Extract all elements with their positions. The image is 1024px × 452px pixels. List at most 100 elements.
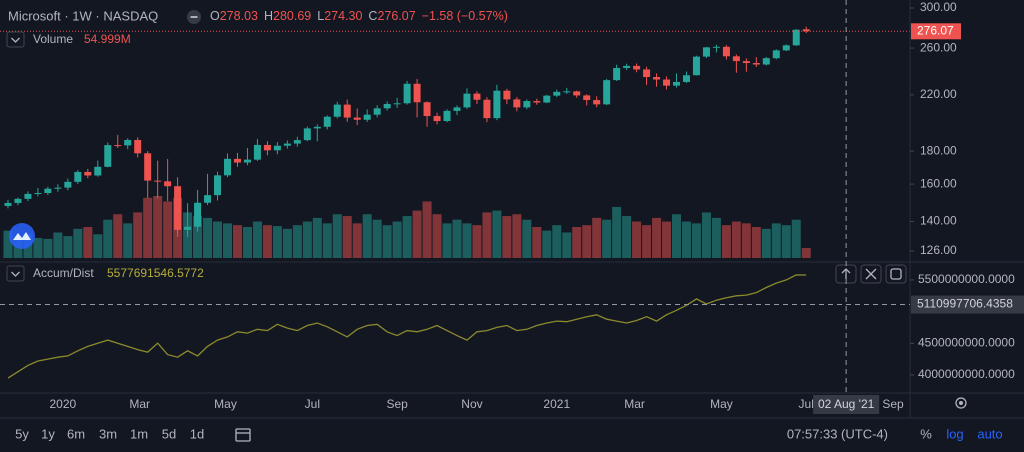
- volume-bar: [801, 247, 811, 258]
- candle-body: [712, 46, 720, 48]
- range-button[interactable]: 3m: [99, 426, 117, 441]
- volume-bar: [622, 216, 632, 258]
- change-value: −1.58 (−0.57%): [422, 9, 508, 23]
- maximize-button[interactable]: [885, 264, 907, 284]
- range-button[interactable]: 1y: [41, 426, 55, 441]
- volume-bar: [472, 225, 482, 258]
- volume-bar: [143, 197, 153, 258]
- volume-bar: [751, 227, 761, 258]
- settings-button[interactable]: [955, 397, 967, 409]
- plot-layer: [0, 26, 910, 379]
- volume-bar: [153, 196, 163, 258]
- ohlc-key: H: [264, 9, 273, 23]
- candle-body: [413, 83, 421, 103]
- collapse-box[interactable]: [6, 31, 25, 48]
- date-range-button[interactable]: [235, 428, 251, 442]
- x-tick-label: Mar: [129, 397, 150, 411]
- candle-body: [603, 80, 611, 105]
- volume-bar: [741, 223, 751, 258]
- volume-bar: [721, 225, 731, 258]
- last-price-tag: [911, 23, 961, 40]
- volume-bar: [382, 225, 392, 258]
- candle-body: [623, 65, 631, 68]
- candle-body: [633, 65, 641, 70]
- volume-bar: [552, 225, 562, 258]
- auto-toggle[interactable]: auto: [977, 426, 1002, 441]
- volume-bar: [63, 236, 73, 258]
- bottom-toolbar: 5y 1y 6m 3m 1m 5d 1d 07:57:33 (UTC-4)% log auto: [15, 426, 1003, 441]
- volume-bar: [532, 227, 542, 258]
- candle-body: [114, 145, 122, 147]
- candle-body: [403, 83, 411, 104]
- y-tick-label: 140.00: [920, 214, 957, 228]
- candle-body: [204, 195, 212, 203]
- range-button[interactable]: 1m: [130, 426, 148, 441]
- candle-body: [363, 114, 371, 120]
- range-button[interactable]: 1d: [190, 426, 204, 441]
- candle-body: [24, 193, 32, 199]
- indicator-title: Accum/Dist: [33, 266, 94, 280]
- volume-bar: [632, 221, 642, 258]
- y-tick-label: 160.00: [920, 176, 957, 190]
- y-tick-label: 180.00: [920, 143, 957, 157]
- volume-bar: [642, 225, 652, 258]
- volume-bar: [352, 223, 362, 258]
- candle-body: [233, 158, 241, 163]
- indicator-value: 5577691546.5772: [107, 266, 204, 280]
- collapse-button[interactable]: [6, 31, 25, 48]
- y2-tick-label: 4500000000.0000: [918, 335, 1015, 349]
- volume-bar: [681, 221, 691, 258]
- candle-body: [772, 50, 780, 59]
- candle-body: [663, 79, 671, 86]
- gear-center: [959, 401, 963, 405]
- volume-bar: [791, 219, 801, 258]
- candle-body: [164, 181, 172, 187]
- candle-body: [353, 117, 361, 120]
- candle-body: [682, 75, 690, 82]
- candle-body: [463, 93, 471, 108]
- candle-body: [94, 166, 102, 176]
- volume-bar: [213, 221, 223, 258]
- volume-bar: [3, 230, 13, 258]
- hide-button[interactable]: [187, 10, 201, 24]
- candle-body: [443, 110, 451, 122]
- volume-title: Volume: [33, 32, 73, 46]
- candle-body: [782, 45, 790, 51]
- volume-bar: [53, 232, 63, 258]
- volume-bar: [103, 219, 113, 258]
- candle-body: [14, 198, 22, 203]
- volume-bar: [412, 210, 422, 258]
- candle-body: [732, 56, 740, 62]
- volume-value: 54.999M: [84, 32, 131, 46]
- range-button[interactable]: 5d: [162, 426, 176, 441]
- volume-bar: [672, 214, 682, 258]
- candle-body: [343, 104, 351, 118]
- logo-mark: [13, 232, 31, 240]
- candle-body: [253, 144, 261, 160]
- y2-tick-label: 4000000000.0000: [918, 367, 1015, 381]
- volume-bar: [452, 219, 462, 258]
- close-pane-button[interactable]: [860, 264, 882, 284]
- y-tick-label: 220.00: [920, 87, 957, 101]
- candle-body: [243, 159, 251, 163]
- clock: 07:57:33 (UTC-4): [787, 426, 888, 441]
- volume-bar: [93, 234, 103, 258]
- logo: [9, 223, 35, 249]
- log-toggle[interactable]: log: [946, 426, 963, 441]
- volume-bar: [322, 223, 332, 258]
- collapse-box[interactable]: [6, 265, 25, 282]
- collapse-button-2[interactable]: [6, 265, 25, 282]
- percent-toggle[interactable]: %: [920, 426, 932, 441]
- x-tick-label: Jul: [305, 397, 320, 411]
- volume-bar: [502, 216, 512, 258]
- volume-bar: [392, 221, 402, 258]
- ohlc-value: 278.03: [220, 9, 258, 23]
- volume-bar: [332, 214, 342, 258]
- range-button[interactable]: 6m: [67, 426, 85, 441]
- volume-bar: [302, 221, 312, 258]
- volume-bar: [662, 221, 672, 258]
- candle-body: [54, 187, 62, 189]
- range-button[interactable]: 5y: [15, 426, 29, 441]
- volume-bar: [711, 217, 721, 258]
- y-tick-label: 300.00: [920, 0, 957, 14]
